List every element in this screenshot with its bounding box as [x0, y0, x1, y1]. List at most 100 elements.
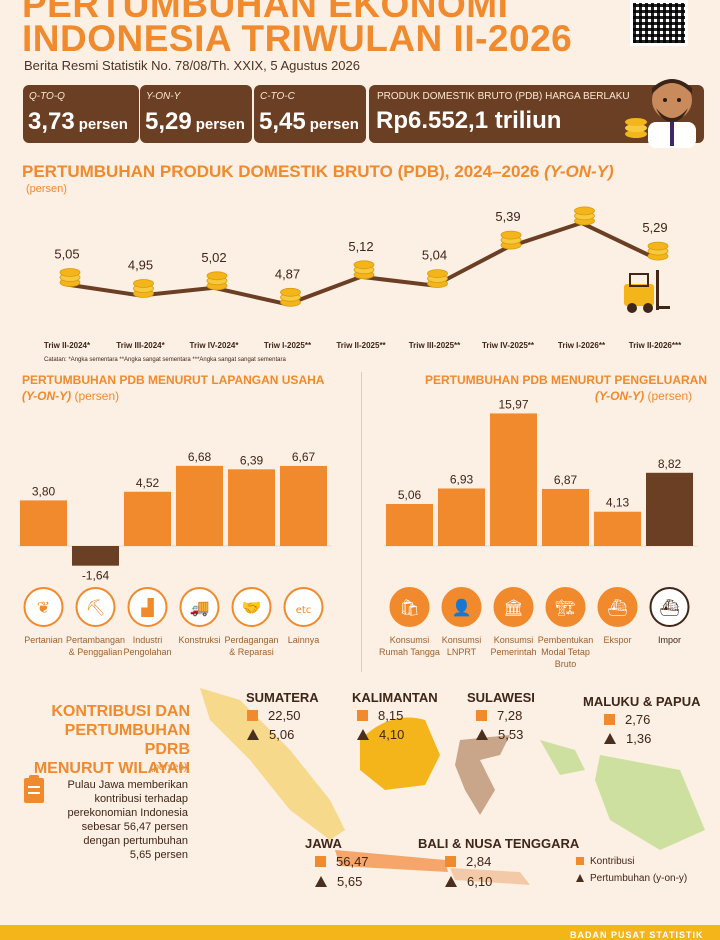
- region-name-bali-nt: BALI & NUSA TENGGARA: [418, 836, 580, 851]
- tick-label: Konsumsi: [390, 635, 430, 645]
- tick-label: Triw I-2026**: [558, 341, 606, 350]
- tick-label: Pertanian: [24, 635, 63, 645]
- data-label: 6,68: [188, 450, 212, 464]
- data-label: 4,13: [606, 496, 630, 510]
- factory-icon: [127, 587, 168, 627]
- bar-chart-1: 3,80 ❦ Pertanian -1,64 ⛏ Pertambangan & Pengga…: [18, 450, 332, 657]
- tick-label: Triw II-2024*: [44, 341, 91, 350]
- mining-icon: [75, 587, 116, 627]
- region-kontribusi-bali-nt: 2,84: [445, 854, 491, 869]
- tick-label: Industri: [133, 635, 163, 645]
- tick-label: Modal Tetap: [541, 647, 590, 657]
- stat-box-yony: Y-ON-Y 5,29 persen: [140, 85, 252, 143]
- coin: [59, 268, 81, 277]
- tick-label: Triw I-2025**: [264, 341, 312, 350]
- data-label: 6,87: [554, 473, 578, 487]
- leaf-icon-glyph: ❦: [37, 598, 50, 617]
- tick-label: Konstruksi: [178, 635, 220, 645]
- region-kontribusi-jawa: 56,47: [315, 854, 369, 869]
- bar-chart-2-subtitle: (Y-ON-Y) (persen): [595, 389, 693, 403]
- bar-chart-2-title: PERTUMBUHAN PDB MENURUT PENGELUARAN: [425, 373, 707, 387]
- data-label: 3,80: [32, 484, 56, 498]
- import-ship-icon-glyph: ⛴: [659, 598, 679, 617]
- stat-label: Y-ON-Y: [146, 91, 181, 102]
- region-kontribusi-kalimantan: 8,15: [357, 708, 403, 723]
- coin-stack-point: [353, 260, 375, 280]
- coin: [353, 260, 375, 270]
- regions-note: Pulau Jawa memberikan kontribusi terhada…: [67, 779, 188, 861]
- truck-icon: [179, 587, 220, 627]
- export-ship-icon: [597, 587, 638, 627]
- footer-text: BADAN PUSAT STATISTIK: [570, 930, 704, 940]
- data-label: 5,02: [201, 250, 226, 265]
- data-label: 5,04: [422, 248, 447, 263]
- qr-code-icon[interactable]: [630, 0, 688, 46]
- region-pertumbuhan-maluku-papua: 1,36: [604, 731, 651, 746]
- shopping-icon-glyph: 🛍: [399, 598, 419, 617]
- tick-label: LNPRT: [447, 647, 477, 657]
- stat-label: Q-TO-Q: [29, 91, 65, 102]
- section-divider: [361, 372, 362, 672]
- bar: [542, 488, 589, 546]
- stat-label: C-TO-C: [260, 91, 295, 102]
- coin: [500, 230, 522, 240]
- line-chart-title: PERTUMBUHAN PRODUK DOMESTIK BRUTO (PDB),…: [22, 162, 614, 181]
- data-label: 5,29: [642, 220, 667, 235]
- data-label: 6,67: [292, 450, 316, 464]
- pdb-label: PRODUK DOMESTIK BRUTO (PDB) HARGA BERLAK…: [377, 91, 630, 102]
- tick-label: Impor: [658, 635, 681, 645]
- leaf-icon: [23, 587, 64, 627]
- bar: [20, 500, 67, 546]
- data-label: 5,12: [348, 239, 373, 254]
- bar: [72, 546, 119, 566]
- tick-label: Konsumsi: [494, 635, 534, 645]
- regions-title: KONTRIBUSI DAN PERTUMBUHAN PDRB MENURUT …: [33, 703, 190, 777]
- footer-bar: [0, 925, 720, 940]
- region-pertumbuhan-kalimantan: 4,10: [357, 727, 404, 742]
- clipboard-icon: [24, 775, 44, 803]
- coin-stack-point: [133, 279, 154, 298]
- data-label: 5,06: [398, 488, 422, 502]
- coin-stack-point: [280, 287, 301, 307]
- construction-icon: [545, 587, 586, 627]
- handshake-icon-glyph: 🤝: [242, 598, 262, 617]
- tick-label: Pembentukan: [538, 635, 594, 645]
- region-pertumbuhan-sulawesi: 5,53: [476, 727, 523, 742]
- coin: [647, 241, 669, 251]
- tick-label: Triw II-2025**: [336, 341, 386, 350]
- coin-stack-point: [500, 230, 522, 250]
- construction-icon-glyph: 🏗: [555, 598, 575, 617]
- data-label: 5,39: [495, 209, 520, 224]
- tick-label: Perdagangan: [224, 635, 278, 645]
- mascot-icon: [625, 79, 696, 148]
- tick-label: Rumah Tangga: [379, 647, 440, 657]
- data-label: 4,87: [275, 266, 300, 281]
- tick-label: & Penggalian: [69, 647, 123, 657]
- page-subtitle: Berita Resmi Statistik No. 78/08/Th. XXI…: [24, 58, 361, 73]
- indonesia-map: [200, 688, 705, 885]
- region-kontribusi-sumatera: 22,50: [247, 708, 301, 723]
- handshake-icon: [231, 587, 272, 627]
- region-name-jawa: JAWA: [305, 836, 342, 851]
- government-icon-glyph: 🏛: [503, 598, 523, 617]
- bar: [228, 469, 275, 546]
- tick-label: Pemerintah: [490, 647, 536, 657]
- person-icon: [441, 587, 482, 627]
- shopping-icon: [389, 587, 430, 627]
- chart-note: Catatan: *Angka sementara **Angka sangat…: [44, 357, 286, 363]
- coin-stack-point: [647, 241, 669, 261]
- person-icon-glyph: 👤: [452, 598, 472, 617]
- export-ship-icon-glyph: ⛴: [607, 598, 627, 617]
- tick-label: Triw III-2024*: [116, 341, 165, 350]
- bar: [124, 491, 171, 546]
- line-chart: 5,05 Triw II-2024* 4,95 Triw III-2024* 5,02 T…: [44, 206, 682, 363]
- coin: [133, 279, 154, 288]
- map-jawa: [335, 850, 448, 872]
- region-pertumbuhan-jawa: 5,65: [315, 874, 362, 889]
- coin: [427, 269, 448, 278]
- tick-label: Pengolahan: [123, 647, 171, 657]
- data-label: 5,05: [54, 247, 79, 262]
- stat-value: 5,29 persen: [145, 108, 245, 135]
- coin: [206, 271, 228, 281]
